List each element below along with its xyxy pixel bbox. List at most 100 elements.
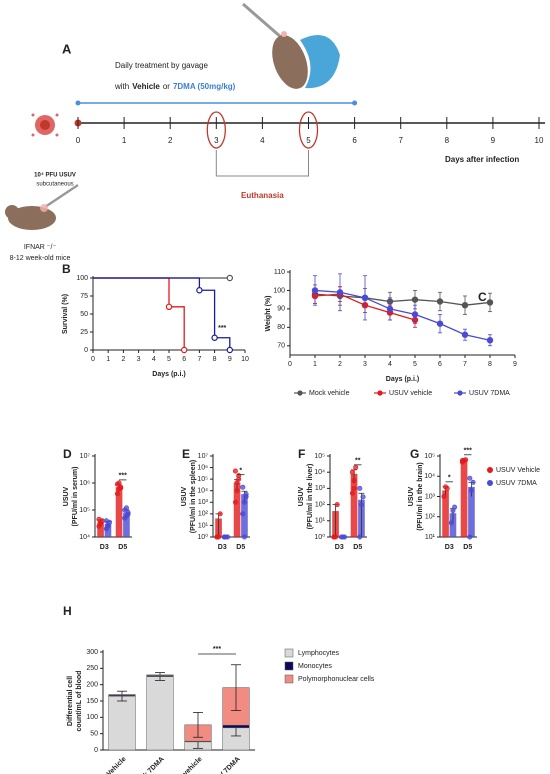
legend-label: USUV 7DMA bbox=[496, 480, 537, 487]
data-point bbox=[214, 534, 220, 540]
y-tick-label: 50 bbox=[80, 311, 88, 318]
timeline-tick-label: 2 bbox=[168, 136, 173, 145]
legend-swatch bbox=[284, 648, 294, 658]
bar bbox=[442, 490, 449, 537]
data-point bbox=[240, 484, 246, 490]
timeline-tick-label: 9 bbox=[491, 136, 496, 145]
x-tick-label: USUV 7DMA bbox=[208, 756, 242, 774]
y-axis-label: Differential cell bbox=[67, 676, 74, 726]
data-point bbox=[351, 485, 357, 491]
treatment-end bbox=[352, 100, 358, 106]
data-point bbox=[334, 502, 340, 508]
timeline-tick-label: 4 bbox=[260, 136, 265, 145]
x-tick-label: 0 bbox=[91, 356, 95, 363]
x-tick-label: 7 bbox=[463, 361, 467, 368]
y-tick-label: 10⁷ bbox=[198, 453, 209, 460]
legend-label: USUV Vehicle bbox=[496, 467, 540, 474]
bar bbox=[449, 513, 457, 537]
timeline-label: Days after infection bbox=[445, 155, 519, 164]
x-tick-label: 10 bbox=[241, 356, 249, 363]
data-point bbox=[98, 519, 104, 525]
point bbox=[411, 296, 419, 303]
y-axis-label: (PFU/ml in the liver) bbox=[307, 464, 314, 530]
x-tick-label: 2 bbox=[338, 361, 342, 368]
bar bbox=[350, 473, 358, 537]
y-tick-label: 10⁵ bbox=[424, 453, 435, 460]
data-point bbox=[349, 469, 355, 475]
data-point bbox=[243, 494, 249, 500]
bar-segment bbox=[222, 724, 250, 729]
data-point bbox=[448, 520, 454, 526]
x-tick-label: 7 bbox=[197, 356, 201, 363]
y-tick-label: 110 bbox=[274, 269, 285, 276]
infection-illustration bbox=[5, 113, 79, 230]
y-tick-label: 25 bbox=[80, 329, 88, 336]
euthanasia-bracket bbox=[215, 150, 309, 177]
x-axis-label: Days (p.i.) bbox=[386, 376, 419, 383]
series-line bbox=[93, 277, 231, 350]
y-axis-label: USUV bbox=[298, 486, 305, 506]
point bbox=[436, 298, 444, 305]
annotation: *** bbox=[213, 646, 221, 653]
panel-label: F bbox=[298, 447, 305, 461]
panel-label: C bbox=[478, 290, 487, 304]
legend-swatch bbox=[377, 390, 383, 396]
point bbox=[411, 311, 419, 318]
data-point bbox=[441, 493, 447, 499]
x-tick-label: 5 bbox=[413, 361, 417, 368]
x-tick-label: D5 bbox=[236, 544, 245, 551]
panel-label: E bbox=[182, 447, 190, 461]
timeline-tick-label: 8 bbox=[445, 136, 450, 145]
x-tick-label: 4 bbox=[388, 361, 392, 368]
y-tick-label: 10⁴ bbox=[197, 488, 208, 495]
x-tick-label: D3 bbox=[100, 544, 109, 551]
x-tick-label: D3 bbox=[335, 544, 344, 551]
x-tick-label: 4 bbox=[152, 356, 156, 363]
series-line bbox=[93, 277, 185, 350]
y-axis-label: (PFU/ml in the spleen) bbox=[190, 460, 197, 534]
x-tick-label: 6 bbox=[182, 356, 186, 363]
y-tick-label: 80 bbox=[277, 324, 285, 331]
euthanasia-marker bbox=[206, 111, 226, 149]
x-tick-label: D5 bbox=[353, 544, 362, 551]
panel-label: H bbox=[63, 604, 72, 618]
data-point bbox=[234, 488, 240, 494]
y-tick-label: 100 bbox=[76, 275, 88, 282]
y-axis-label: Survival (%) bbox=[62, 294, 69, 334]
text: Vehicle bbox=[132, 82, 160, 91]
data-point bbox=[241, 534, 247, 540]
text: with bbox=[114, 82, 129, 91]
y-tick-label: 10³ bbox=[315, 485, 326, 492]
annotation: *** bbox=[218, 325, 226, 332]
data-point bbox=[114, 491, 120, 497]
text: or bbox=[163, 82, 170, 91]
x-tick-label: 5 bbox=[167, 356, 171, 363]
euthanasia-label: Euthanasia bbox=[241, 191, 284, 200]
bar-segment bbox=[108, 694, 136, 696]
panel-label: B bbox=[62, 262, 71, 276]
y-axis-label: (PFU/ml in the brain) bbox=[417, 462, 424, 530]
y-tick-label: 50 bbox=[90, 731, 98, 738]
point bbox=[436, 320, 444, 327]
data-point bbox=[357, 534, 363, 540]
x-tick-label: D3 bbox=[445, 544, 454, 551]
treatment-text: Daily treatment by gavage bbox=[115, 61, 208, 70]
point bbox=[486, 337, 494, 344]
y-tick-label: 0 bbox=[94, 747, 98, 754]
x-tick-label: 8 bbox=[213, 356, 217, 363]
legend-label: Monocytes bbox=[298, 663, 332, 670]
data-point bbox=[217, 511, 223, 517]
y-axis-label: Weight (%) bbox=[265, 295, 272, 331]
data-point bbox=[123, 505, 129, 511]
point bbox=[226, 274, 233, 282]
y-tick-label: 10³ bbox=[425, 493, 436, 500]
x-tick-label: 1 bbox=[313, 361, 317, 368]
data-point bbox=[467, 534, 473, 540]
x-tick-label: 3 bbox=[137, 356, 141, 363]
annotation: *** bbox=[119, 473, 127, 480]
legend-label: USUV 7DMA bbox=[469, 390, 510, 397]
point bbox=[336, 289, 344, 296]
euthanasia-marker bbox=[298, 111, 319, 149]
x-tick-label: 3 bbox=[363, 361, 367, 368]
